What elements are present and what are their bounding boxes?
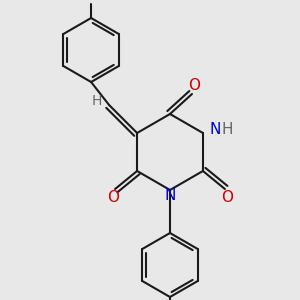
Text: O: O [188,79,200,94]
Text: H: H [92,94,102,108]
Text: N: N [164,188,176,203]
Text: O: O [221,190,233,205]
Text: N: N [209,122,220,136]
Text: CH₃: CH₃ [80,0,103,2]
Text: O: O [107,190,119,205]
Text: H: H [221,122,233,136]
